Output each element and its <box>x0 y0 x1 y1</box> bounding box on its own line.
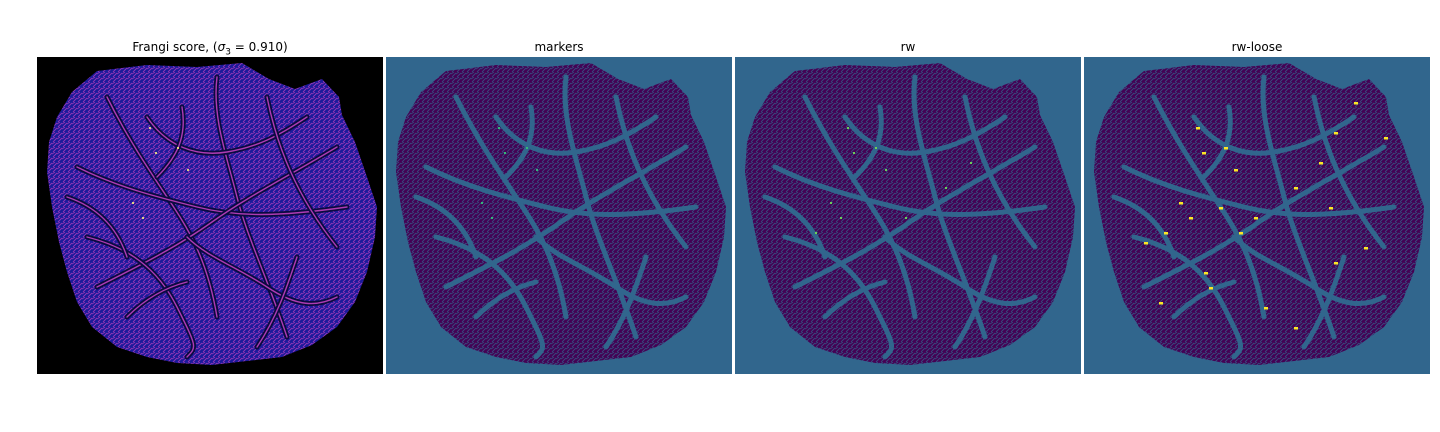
panel-title-markers: markers <box>534 40 584 54</box>
title-prefix: Frangi score, ( <box>132 40 218 54</box>
frangi-score-image <box>37 57 383 374</box>
rw-image <box>735 57 1081 374</box>
frangi-score-canvas <box>37 57 383 374</box>
panel-title-frangi: Frangi score, (σ3 = 0.910) <box>37 40 383 59</box>
rw-loose-image <box>1084 57 1430 374</box>
title-sub: 3 <box>225 47 231 58</box>
title-suffix: = 0.910) <box>230 40 288 54</box>
panel-title-rw: rw <box>900 40 916 54</box>
rw-loose-canvas <box>1084 57 1430 374</box>
markers-image <box>386 57 732 374</box>
panel-title-rw-loose: rw-loose <box>1231 40 1283 54</box>
markers-canvas <box>386 57 732 374</box>
title-sigma: σ <box>217 40 226 54</box>
rw-canvas <box>735 57 1081 374</box>
